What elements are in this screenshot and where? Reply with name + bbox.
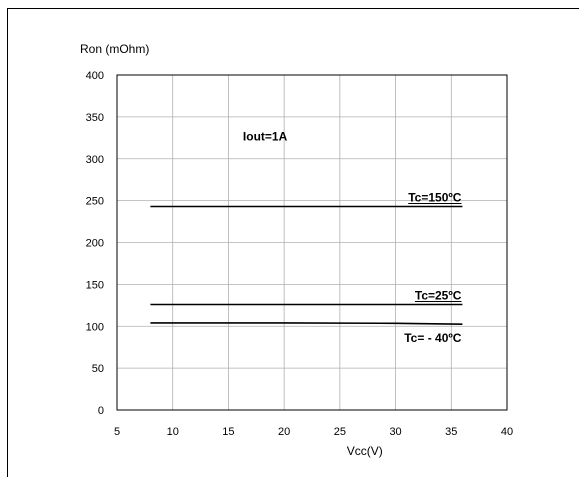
x-tick-label-5: 30 [389,426,401,438]
series-labels: Tc=150ºC Tc=25ºC Tc= - 40ºC [404,190,462,345]
y-tick-label-7: 350 [86,112,104,124]
y-tick-label-1: 50 [92,363,104,375]
x-tick-label-1: 10 [167,426,179,438]
x-tick-labels: 5 10 15 20 25 30 35 40 [114,426,513,438]
x-tick-label-3: 20 [278,426,290,438]
annotation-0: Iout=1A [243,129,288,143]
x-tick-label-4: 25 [334,426,346,438]
y-tick-label-4: 200 [86,238,104,250]
y-tick-labels: 0 50 100 150 200 250 300 350 400 [86,70,104,417]
annotations: Iout=1A [243,129,288,143]
grid [117,75,507,410]
series-label-0: Tc=150ºC [408,190,462,204]
x-tick-label-2: 15 [222,426,234,438]
series-label-1: Tc=25ºC [415,288,462,302]
y-tick-label-8: 400 [86,70,104,82]
x-tick-label-6: 35 [445,426,457,438]
chart-frame [7,8,579,477]
series-group [150,205,463,325]
y-tick-label-6: 300 [86,154,104,166]
y-axis-title: Ron (mOhm) [80,42,149,56]
plot-area-border [116,74,508,411]
series-line-2 [150,322,463,325]
x-tick-label-7: 40 [501,426,513,438]
x-axis-title: Vcc(V) [347,444,383,458]
series-label-2: Tc= - 40ºC [404,331,462,345]
y-tick-label-2: 100 [86,321,104,333]
y-tick-label-3: 150 [86,279,104,291]
x-tick-label-0: 5 [114,426,120,438]
y-tick-label-5: 250 [86,196,104,208]
y-tick-label-0: 0 [98,405,104,417]
